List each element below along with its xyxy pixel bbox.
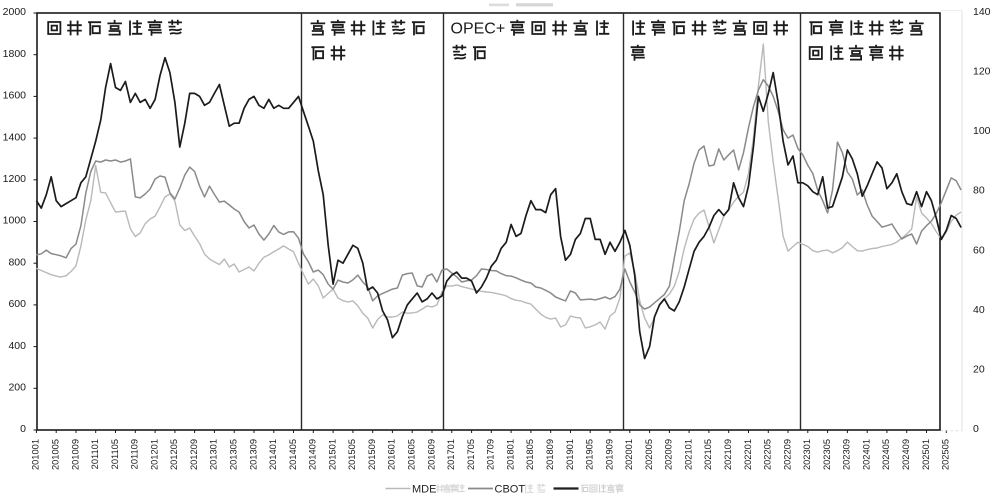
svg-text:201105: 201105: [110, 439, 120, 469]
svg-text:800: 800: [8, 256, 26, 268]
svg-text:202401: 202401: [862, 439, 872, 470]
svg-text:202101: 202101: [683, 439, 693, 470]
svg-text:202301: 202301: [802, 439, 812, 470]
svg-text:202405: 202405: [881, 439, 891, 470]
svg-text:201005: 201005: [51, 439, 61, 470]
svg-text:600: 600: [8, 298, 26, 310]
svg-text:202005: 202005: [644, 439, 654, 470]
svg-text:201801: 201801: [505, 439, 515, 470]
svg-text:202109: 202109: [723, 439, 733, 470]
svg-text:202105: 202105: [703, 439, 713, 470]
svg-text:201301: 201301: [209, 439, 219, 470]
svg-text:201109: 201109: [130, 439, 140, 469]
svg-text:201505: 201505: [347, 439, 357, 470]
svg-text:MDE: MDE: [412, 483, 436, 495]
svg-text:202505: 202505: [941, 439, 951, 470]
svg-text:1000: 1000: [3, 215, 27, 227]
svg-text:120: 120: [973, 66, 991, 78]
svg-text:CBOT: CBOT: [495, 483, 526, 495]
svg-text:0: 0: [973, 423, 979, 435]
svg-text:201401: 201401: [268, 439, 278, 470]
svg-text:202001: 202001: [624, 439, 634, 470]
svg-text:202205: 202205: [763, 439, 773, 470]
svg-text:201501: 201501: [327, 439, 337, 470]
svg-text:201309: 201309: [248, 439, 258, 470]
svg-text:201905: 201905: [585, 439, 595, 470]
svg-text:1200: 1200: [3, 173, 27, 185]
svg-text:60: 60: [973, 244, 985, 256]
svg-text:201605: 201605: [407, 439, 417, 470]
svg-text:201009: 201009: [70, 439, 80, 470]
svg-text:201805: 201805: [525, 439, 535, 470]
svg-text:201705: 201705: [466, 439, 476, 470]
svg-text:201201: 201201: [149, 439, 159, 470]
svg-text:202009: 202009: [664, 439, 674, 470]
svg-text:201101: 201101: [90, 439, 100, 469]
svg-text:201409: 201409: [308, 439, 318, 470]
svg-text:80: 80: [973, 185, 985, 197]
svg-text:200: 200: [8, 382, 26, 394]
svg-text:202501: 202501: [921, 439, 931, 470]
svg-text:0: 0: [20, 423, 26, 435]
svg-text:1600: 1600: [3, 90, 27, 102]
svg-text:100: 100: [973, 125, 991, 137]
svg-text:201601: 201601: [387, 439, 397, 470]
svg-text:201901: 201901: [565, 439, 575, 470]
svg-text:202409: 202409: [901, 439, 911, 470]
svg-text:201209: 201209: [189, 439, 199, 470]
svg-text:202305: 202305: [822, 439, 832, 470]
svg-text:140: 140: [973, 6, 991, 18]
svg-text:201509: 201509: [367, 439, 377, 470]
svg-text:1400: 1400: [3, 131, 27, 143]
svg-text:201001: 201001: [31, 439, 41, 470]
svg-text:201405: 201405: [288, 439, 298, 470]
svg-text:400: 400: [8, 340, 26, 352]
svg-text:201305: 201305: [229, 439, 239, 470]
svg-text:OPEC+: OPEC+: [451, 21, 506, 38]
svg-text:202209: 202209: [782, 439, 792, 470]
svg-text:2000: 2000: [3, 6, 27, 18]
svg-text:202201: 202201: [743, 439, 753, 470]
svg-text:202309: 202309: [842, 439, 852, 470]
svg-text:201701: 201701: [446, 439, 456, 470]
svg-text:201809: 201809: [545, 439, 555, 470]
svg-text:201709: 201709: [486, 439, 496, 470]
svg-text:201205: 201205: [169, 439, 179, 470]
svg-text:201909: 201909: [604, 439, 614, 470]
svg-text:201609: 201609: [426, 439, 436, 470]
svg-text:20: 20: [973, 363, 985, 375]
svg-text:40: 40: [973, 304, 985, 316]
svg-text:1800: 1800: [3, 48, 27, 60]
